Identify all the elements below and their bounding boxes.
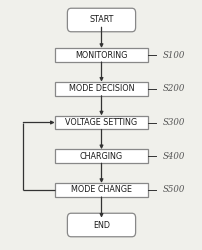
FancyBboxPatch shape — [55, 183, 147, 197]
Text: S500: S500 — [162, 186, 184, 194]
Text: START: START — [89, 16, 113, 24]
Text: MONITORING: MONITORING — [75, 50, 127, 59]
FancyBboxPatch shape — [55, 48, 147, 62]
Text: MODE CHANGE: MODE CHANGE — [71, 186, 131, 194]
Text: CHARGING: CHARGING — [80, 152, 122, 161]
FancyBboxPatch shape — [67, 213, 135, 237]
Text: MODE DECISION: MODE DECISION — [68, 84, 134, 93]
Text: S200: S200 — [162, 84, 184, 93]
FancyBboxPatch shape — [55, 150, 147, 163]
FancyBboxPatch shape — [67, 8, 135, 32]
FancyBboxPatch shape — [55, 82, 147, 96]
Text: S300: S300 — [162, 118, 184, 127]
FancyBboxPatch shape — [55, 116, 147, 130]
Text: VOLTAGE SETTING: VOLTAGE SETTING — [65, 118, 137, 127]
Text: S400: S400 — [162, 152, 184, 161]
Text: END: END — [93, 220, 109, 230]
Text: S100: S100 — [162, 50, 184, 59]
